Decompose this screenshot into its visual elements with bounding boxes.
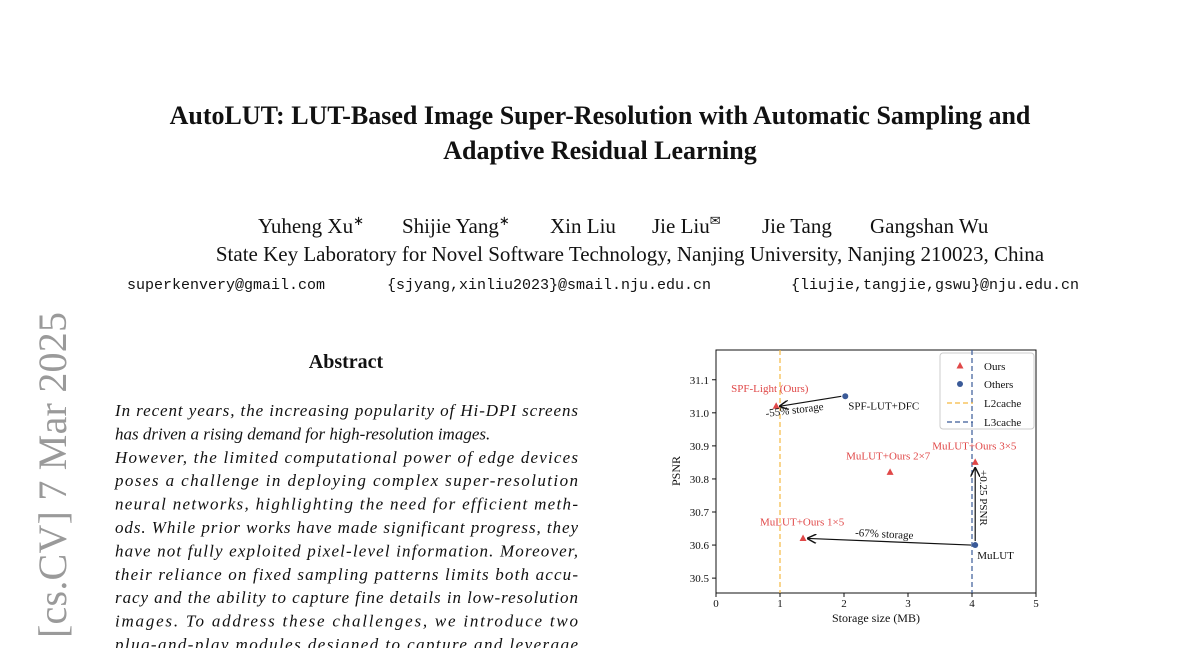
affiliation: State Key Laboratory for Novel Software … — [216, 242, 1045, 266]
author: Xin Liu — [550, 214, 616, 238]
plot-frame — [715, 349, 1037, 594]
abstract-line: images. To address these challenges, we … — [115, 612, 578, 631]
author: Yuheng Xu∗ — [258, 213, 364, 238]
point — [972, 542, 979, 549]
point — [772, 402, 780, 409]
y-tick-label: 31.1 — [690, 375, 709, 387]
arxiv-id: [cs.CV] 7 Mar 2025 — [30, 312, 75, 638]
author: Jie Tang — [762, 214, 832, 238]
x-tick-label: 2 — [841, 598, 847, 610]
legend-swatch — [957, 381, 963, 387]
x-tick-label: 4 — [969, 598, 975, 610]
abstract-line: racy and the ability to capture fine det… — [115, 588, 578, 607]
abstract-line: have not fully exploited pixel-level inf… — [115, 541, 578, 560]
point-label: MuLUT — [977, 550, 1014, 562]
point-label: SPF-Light (Ours) — [731, 383, 809, 395]
author-name: Yuheng Xu — [258, 214, 354, 238]
point — [971, 458, 979, 465]
point — [799, 534, 807, 541]
legend-label: L2cache — [984, 398, 1021, 410]
arrow — [808, 538, 972, 546]
author: Jie Liu✉ — [652, 213, 721, 238]
abstract-line: plug-and-play modules designed to captur… — [114, 635, 578, 648]
point-label: MuLUT+Ours 1×5 — [760, 516, 845, 528]
x-axis-label: Storage size (MB) — [832, 611, 920, 625]
author-mark: ∗ — [499, 213, 510, 228]
y-tick-label: 30.9 — [690, 441, 710, 453]
x-tick-label: 3 — [905, 598, 911, 610]
legend-label: Others — [984, 379, 1013, 391]
point-label: SPF-LUT+DFC — [848, 400, 919, 412]
author: Shijie Yang∗ — [402, 213, 510, 238]
legend-label: L3cache — [984, 417, 1021, 429]
point-label: MuLUT+Ours 2×7 — [846, 450, 931, 462]
abstract-line: neural networks, highlighting the need f… — [115, 495, 578, 514]
email: {sjyang,xinliu2023}@smail.nju.edu.cn — [387, 277, 711, 294]
arrow — [780, 395, 842, 406]
abstract-line: In recent years, the increasing populari… — [114, 401, 578, 420]
y-tick-label: 30.7 — [690, 507, 710, 519]
y-tick-label: 30.6 — [690, 540, 710, 552]
y-tick-label: 31.0 — [690, 408, 710, 420]
y-tick-label: 30.8 — [690, 474, 710, 486]
email: superkenvery@gmail.com — [127, 277, 325, 294]
x-tick-label: 0 — [713, 598, 719, 610]
title: Adaptive Residual Learning — [443, 136, 757, 165]
author-name: Shijie Yang — [402, 214, 499, 238]
author-mark: ∗ — [353, 213, 364, 228]
author-name: Jie Liu — [652, 214, 710, 238]
title: AutoLUT: LUT-Based Image Super-Resolutio… — [170, 101, 1031, 130]
author-name: Gangshan Wu — [870, 214, 989, 238]
point — [842, 393, 849, 400]
abstract-heading: Abstract — [309, 351, 384, 373]
annotation: +0.25 PSNR — [977, 470, 989, 526]
abstract-line: has driven a rising demand for high-reso… — [115, 424, 490, 443]
y-tick-label: 30.5 — [690, 573, 710, 585]
abstract-line: their reliance on fixed sampling pattern… — [115, 565, 578, 584]
author-name: Jie Tang — [762, 214, 832, 238]
annotation: -67% storage — [855, 527, 914, 542]
abstract-line: ods. While prior works have made signifi… — [115, 518, 578, 537]
point — [886, 468, 894, 475]
legend-swatch — [956, 362, 964, 369]
point-label: MuLUT+Ours 3×5 — [932, 440, 1017, 452]
x-tick-label: 1 — [777, 598, 783, 610]
x-tick-label: 5 — [1033, 598, 1039, 610]
author-mark: ✉ — [710, 213, 721, 228]
abstract-line: However, the limited computational power… — [114, 448, 578, 467]
legend-label: Ours — [984, 361, 1005, 373]
annotation: -55% storage — [765, 401, 824, 420]
abstract-line: poses a challenge in deploying complex s… — [114, 471, 578, 490]
author-name: Xin Liu — [550, 214, 616, 238]
legend-box — [939, 352, 1035, 430]
author: Gangshan Wu — [870, 214, 989, 238]
y-axis-label: PSNR — [669, 456, 683, 486]
email: {liujie,tangjie,gswu}@nju.edu.cn — [791, 277, 1079, 294]
